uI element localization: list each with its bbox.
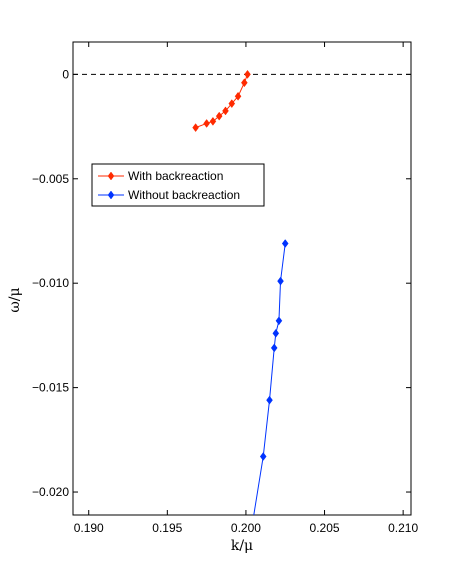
series-line [253,243,286,516]
y-tick-label: −0.010 [32,276,69,290]
plot-area [72,41,412,516]
axes-frame [72,41,412,516]
data-point [281,239,289,248]
x-tick-label: 0.200 [231,521,261,535]
data-point [234,91,242,101]
y-tick-label: 0 [62,67,69,81]
data-point [272,328,280,338]
data-point [244,69,251,79]
series-layer [192,69,289,516]
x-tick-label: 0.205 [310,521,340,535]
data-point [275,316,283,326]
data-point [209,116,217,126]
data-point [259,452,267,461]
data-point [266,395,273,405]
series-1 [192,69,251,133]
data-point [228,99,236,109]
legend-marker [107,171,115,181]
legend-label: Without backreaction [128,188,240,202]
x-tick-label: 0.210 [388,521,418,535]
legend-marker [107,190,115,200]
x-axis-label: k/μ [231,538,253,554]
x-tick-label: 0.195 [152,521,182,535]
legend-entry: Without backreaction [98,188,240,202]
data-point [270,343,278,353]
data-point [215,111,223,121]
ticks: 0.190 0.195 0.200 0.205 0.210 0 −0.005 −0.010 −0… [32,42,418,535]
data-point [277,276,284,286]
legend-label: With backreaction [128,169,223,183]
x-tick-label: 0.190 [74,521,104,535]
data-point [222,106,229,116]
y-tick-label: −0.020 [32,485,69,499]
data-point [203,119,210,128]
series-2 [253,239,289,516]
data-point [241,78,248,88]
legend-box [91,163,265,207]
legend: With backreaction Without backreaction [91,163,265,207]
data-point [192,123,199,133]
y-tick-label: −0.015 [32,381,69,395]
y-tick-label: −0.005 [32,172,69,186]
legend-entry: With backreaction [98,169,223,183]
y-axis-label: ω/μ [7,287,23,312]
